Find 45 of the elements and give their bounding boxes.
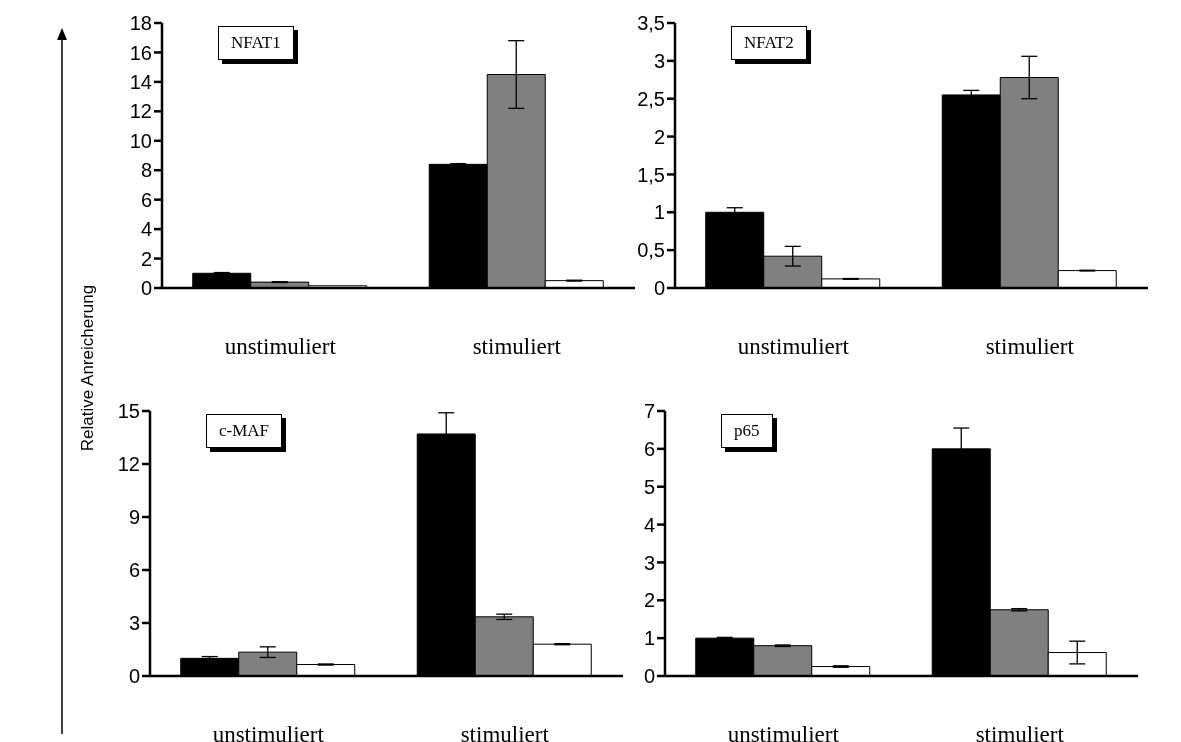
y-tick-label: 4 (140, 218, 152, 241)
text: p65 (721, 414, 773, 448)
text: c-MAF (206, 414, 283, 448)
y-tick-label: 2 (653, 125, 665, 148)
y-tick-label: 8 (140, 159, 152, 182)
y-tick-label: 15 (117, 400, 140, 423)
x-tick-label: stimuliert (472, 334, 562, 359)
text: NFAT1 (218, 26, 294, 60)
x-tick-label: unstimuliert (212, 722, 325, 742)
y-tick-label: 3 (653, 49, 665, 72)
y-tick-label: 18 (129, 12, 152, 35)
x-tick-label: unstimuliert (737, 334, 850, 359)
y-tick-label: 16 (129, 41, 152, 64)
y-tick-label: 1 (643, 627, 655, 650)
y-tick-label: 0,5 (637, 239, 665, 262)
x-tick-label: stimuliert (975, 722, 1065, 742)
text: NFAT2 (731, 26, 807, 60)
y-tick-label: 6 (140, 188, 152, 211)
y-tick-label: 2 (643, 589, 655, 612)
y-tick-label: 1 (653, 201, 665, 224)
y-tick-label: 3 (128, 612, 140, 635)
y-tick-label: 6 (643, 437, 655, 460)
x-tick-label: unstimuliert (224, 334, 337, 359)
y-tick-label: 2 (140, 247, 152, 270)
y-tick-label: 12 (129, 100, 152, 123)
x-tick-label: stimuliert (985, 334, 1075, 359)
y-tick-label: 3,5 (637, 12, 665, 35)
y-axis-title: Relative Anreicherung (78, 284, 98, 452)
y-tick-label: 9 (128, 506, 140, 529)
y-tick-label: 5 (643, 475, 655, 498)
y-tick-label: 0 (653, 277, 665, 300)
x-tick-label: stimuliert (460, 722, 550, 742)
y-tick-label: 2,5 (637, 87, 665, 110)
y-tick-label: 0 (140, 277, 152, 300)
y-tick-label: 12 (117, 453, 140, 476)
y-tick-label: 6 (128, 559, 140, 582)
y-tick-label: 4 (643, 513, 655, 536)
y-tick-label: 3 (643, 551, 655, 574)
y-tick-label: 14 (129, 70, 152, 93)
y-tick-label: 7 (643, 400, 655, 423)
y-tick-label: 10 (129, 129, 152, 152)
y-tick-label: 0 (128, 665, 140, 688)
x-tick-label: unstimuliert (727, 722, 840, 742)
y-tick-label: 0 (643, 665, 655, 688)
y-tick-label: 1,5 (637, 163, 665, 186)
